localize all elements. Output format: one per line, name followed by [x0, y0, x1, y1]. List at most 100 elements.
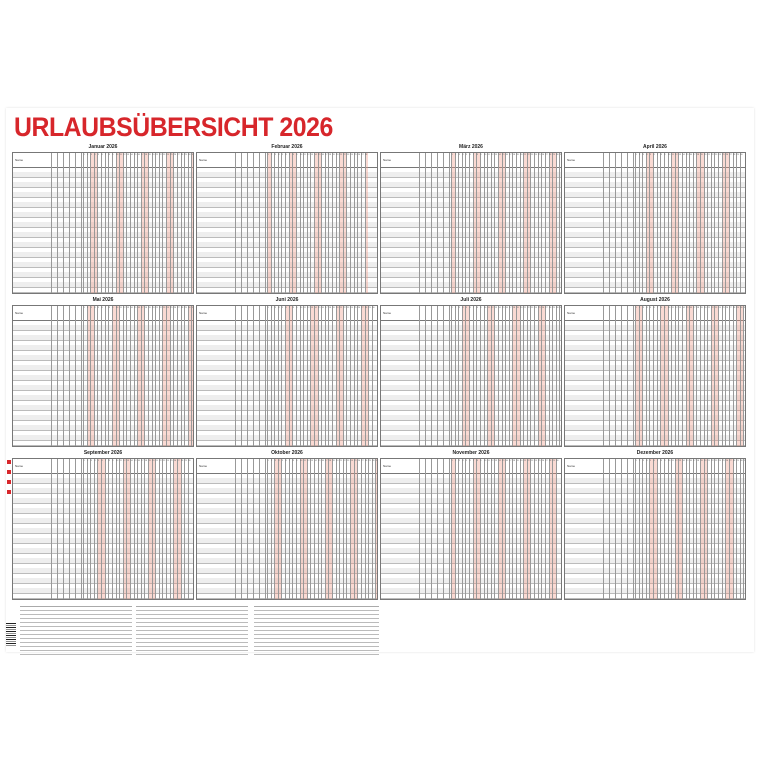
- table-row[interactable]: [381, 325, 561, 331]
- table-row[interactable]: [197, 365, 377, 371]
- table-row[interactable]: [13, 282, 193, 288]
- table-row[interactable]: [13, 435, 193, 441]
- table-row[interactable]: [565, 325, 745, 331]
- table-row[interactable]: [381, 375, 561, 381]
- table-row[interactable]: [197, 172, 377, 178]
- table-row[interactable]: [381, 425, 561, 431]
- table-row[interactable]: [13, 488, 193, 494]
- table-row[interactable]: [13, 498, 193, 504]
- table-row[interactable]: [13, 578, 193, 584]
- table-row[interactable]: [565, 182, 745, 188]
- table-row[interactable]: [381, 345, 561, 351]
- table-row[interactable]: [565, 478, 745, 484]
- table-row[interactable]: [565, 548, 745, 554]
- table-row[interactable]: [13, 355, 193, 361]
- table-row[interactable]: [565, 365, 745, 371]
- table-row[interactable]: [565, 425, 745, 431]
- table-row[interactable]: [13, 528, 193, 534]
- table-row[interactable]: [197, 518, 377, 524]
- table-row[interactable]: [197, 548, 377, 554]
- table-row[interactable]: [381, 440, 561, 446]
- table-row[interactable]: [197, 440, 377, 446]
- table-row[interactable]: [197, 588, 377, 594]
- table-row[interactable]: [197, 488, 377, 494]
- table-row[interactable]: [565, 202, 745, 208]
- table-row[interactable]: [13, 395, 193, 401]
- table-row[interactable]: [381, 287, 561, 293]
- table-row[interactable]: [381, 588, 561, 594]
- table-row[interactable]: [565, 518, 745, 524]
- table-row[interactable]: [381, 172, 561, 178]
- table-row[interactable]: [13, 365, 193, 371]
- table-row[interactable]: [381, 568, 561, 574]
- table-row[interactable]: [13, 588, 193, 594]
- table-row[interactable]: [13, 385, 193, 391]
- table-row[interactable]: [565, 262, 745, 268]
- table-row[interactable]: [197, 508, 377, 514]
- table-row[interactable]: [13, 325, 193, 331]
- table-row[interactable]: [381, 365, 561, 371]
- table-row[interactable]: [381, 395, 561, 401]
- table-row[interactable]: [13, 508, 193, 514]
- table-row[interactable]: [197, 325, 377, 331]
- table-row[interactable]: [13, 202, 193, 208]
- table-row[interactable]: [381, 252, 561, 258]
- table-row[interactable]: [197, 385, 377, 391]
- table-row[interactable]: [381, 385, 561, 391]
- table-row[interactable]: [381, 558, 561, 564]
- table-row[interactable]: [197, 202, 377, 208]
- table-row[interactable]: [565, 588, 745, 594]
- table-row[interactable]: [381, 262, 561, 268]
- table-row[interactable]: [13, 242, 193, 248]
- table-row[interactable]: [197, 242, 377, 248]
- table-row[interactable]: [13, 405, 193, 411]
- table-row[interactable]: [13, 335, 193, 341]
- table-row[interactable]: [197, 287, 377, 293]
- table-row[interactable]: [197, 395, 377, 401]
- table-row[interactable]: [13, 222, 193, 228]
- table-row[interactable]: [565, 538, 745, 544]
- table-row[interactable]: [381, 272, 561, 278]
- table-row[interactable]: [381, 488, 561, 494]
- table-row[interactable]: [565, 222, 745, 228]
- table-row[interactable]: [13, 212, 193, 218]
- table-row[interactable]: [381, 192, 561, 198]
- table-row[interactable]: [197, 345, 377, 351]
- table-row[interactable]: [197, 425, 377, 431]
- table-row[interactable]: [565, 593, 745, 599]
- table-row[interactable]: [565, 282, 745, 288]
- table-row[interactable]: [13, 375, 193, 381]
- table-row[interactable]: [13, 478, 193, 484]
- table-row[interactable]: [197, 558, 377, 564]
- table-row[interactable]: [197, 355, 377, 361]
- table-row[interactable]: [381, 202, 561, 208]
- table-row[interactable]: [381, 355, 561, 361]
- table-row[interactable]: [197, 405, 377, 411]
- table-row[interactable]: [381, 548, 561, 554]
- table-row[interactable]: [565, 335, 745, 341]
- table-row[interactable]: [565, 558, 745, 564]
- table-row[interactable]: [197, 528, 377, 534]
- table-row[interactable]: [13, 232, 193, 238]
- table-row[interactable]: [381, 335, 561, 341]
- table-row[interactable]: [381, 478, 561, 484]
- table-row[interactable]: [197, 478, 377, 484]
- table-row[interactable]: [13, 262, 193, 268]
- table-row[interactable]: [13, 568, 193, 574]
- table-row[interactable]: [381, 232, 561, 238]
- table-row[interactable]: [381, 508, 561, 514]
- table-row[interactable]: [565, 212, 745, 218]
- table-row[interactable]: [565, 192, 745, 198]
- table-row[interactable]: [197, 568, 377, 574]
- table-row[interactable]: [13, 345, 193, 351]
- table-row[interactable]: [197, 282, 377, 288]
- table-row[interactable]: [381, 242, 561, 248]
- table-row[interactable]: [13, 182, 193, 188]
- table-row[interactable]: [565, 172, 745, 178]
- table-row[interactable]: [197, 435, 377, 441]
- table-row[interactable]: [381, 222, 561, 228]
- table-row[interactable]: [565, 488, 745, 494]
- table-row[interactable]: [13, 558, 193, 564]
- table-row[interactable]: [13, 518, 193, 524]
- table-row[interactable]: [381, 435, 561, 441]
